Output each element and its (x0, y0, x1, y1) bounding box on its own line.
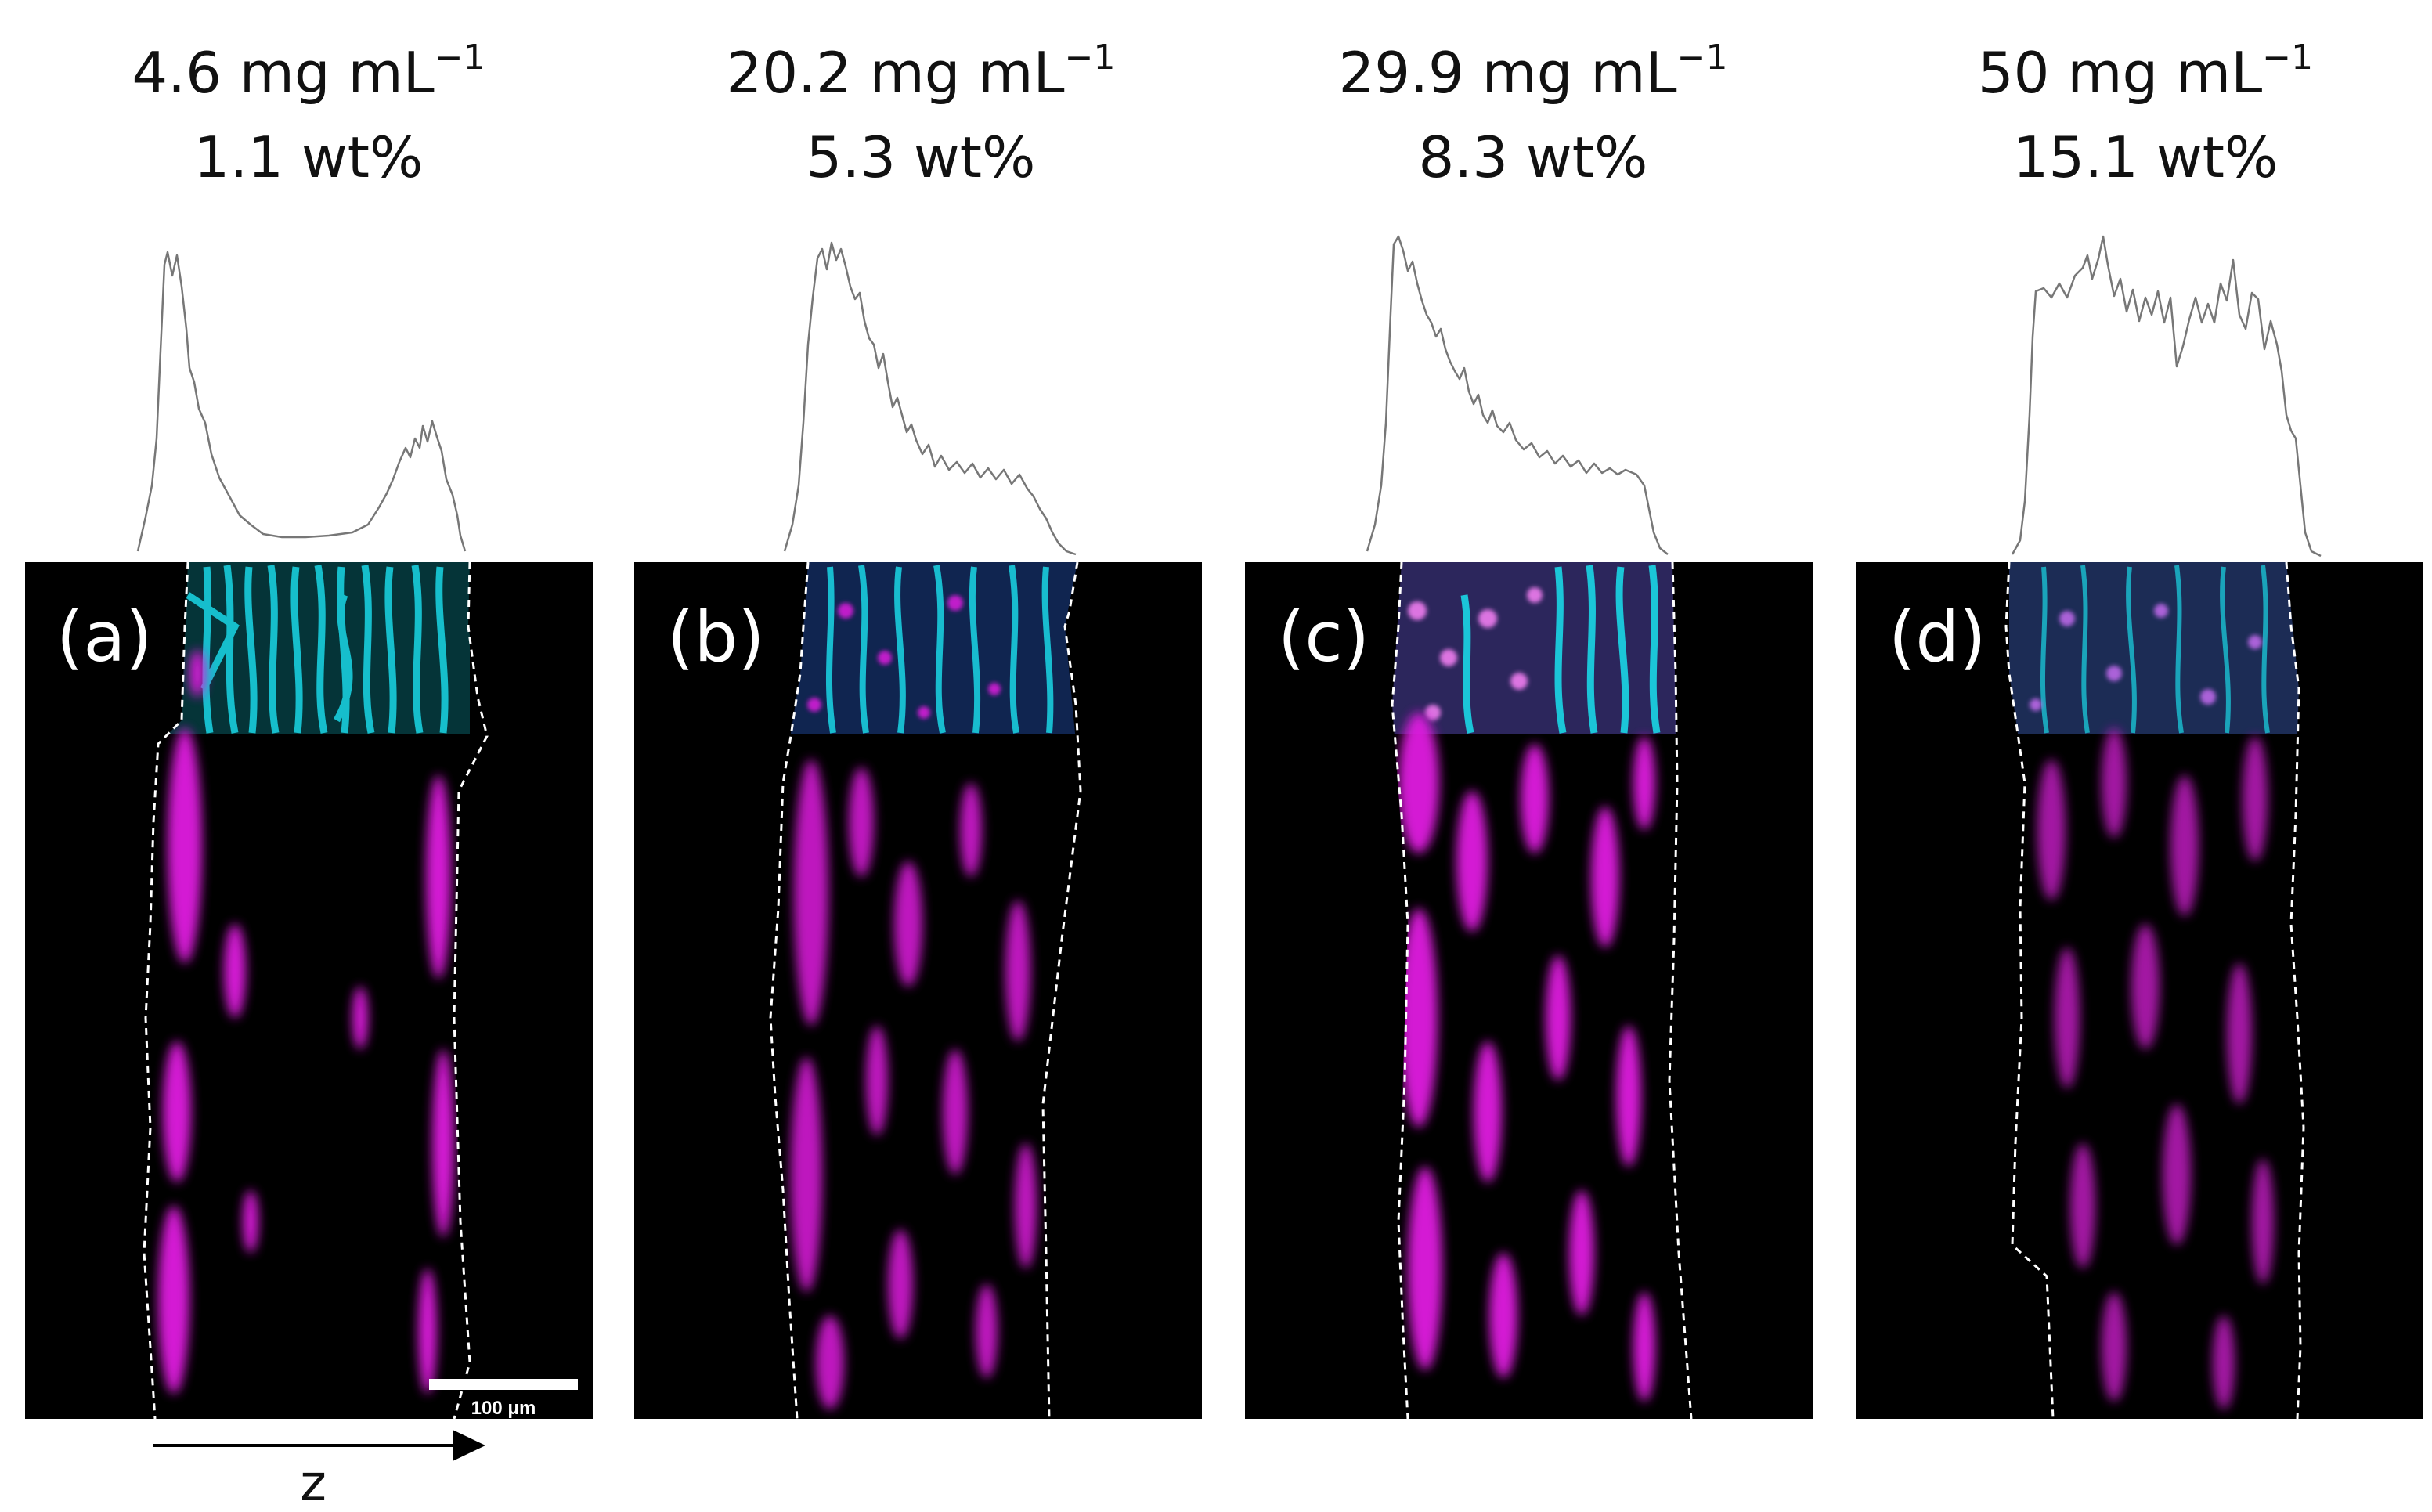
panel-b-fibers (825, 565, 1054, 734)
panel-a-sample-outline (143, 561, 489, 1420)
panel-c-label: (c) (1278, 597, 1369, 677)
svg-text:50 mg mL−1: 50 mg mL−1 (1978, 38, 2313, 106)
z-axis-label: z (300, 1455, 327, 1512)
panel-c-header: 29.9 mg mL−1 8.3 wt% (1338, 38, 1727, 190)
panel-b-label: (b) (667, 597, 765, 677)
panel-d-fibers (2040, 565, 2270, 734)
panel-d-weight-fraction: 15.1 wt% (2013, 124, 2279, 190)
panel-c-intensity-profile (1366, 235, 1669, 555)
panel-c-weight-fraction: 8.3 wt% (1419, 124, 1648, 190)
svg-text:20.2 mg mL−1: 20.2 mg mL−1 (726, 38, 1115, 106)
panel-d-sample-outline (2004, 561, 2305, 1420)
panel-b-micrograph: (b) (634, 561, 1202, 1420)
panel-c-fibers (1460, 565, 1661, 734)
panel-b-concentration-unit-exponent: −1 (1065, 38, 1116, 78)
panel-d-header: 50 mg mL−1 15.1 wt% (1978, 38, 2313, 190)
panel-a-micrograph: (a) 100 μm (25, 561, 593, 1420)
panel-c-concentration: 29.9 mg mL (1338, 40, 1676, 106)
panel-a-concentration-unit-exponent: −1 (435, 38, 485, 78)
panel-b-concentration: 20.2 mg mL (726, 40, 1064, 106)
scale-bar-label: 100 μm (471, 1398, 536, 1419)
panel-a-fibers (186, 565, 449, 734)
panel-b-sample-outline (769, 561, 1082, 1420)
panel-a-label: (a) (56, 597, 153, 677)
scale-bar (429, 1379, 578, 1390)
panel-d-micrograph: (d) (1856, 561, 2423, 1420)
panel-d-intensity-profile (2011, 235, 2322, 558)
svg-text:29.9 mg mL−1: 29.9 mg mL−1 (1338, 38, 1727, 106)
panel-d-concentration: 50 mg mL (1978, 40, 2262, 106)
z-axis-arrowhead (453, 1430, 485, 1461)
panel-a-concentration: 4.6 mg mL (132, 40, 434, 106)
panel-d-label: (d) (1889, 597, 1986, 677)
panel-a-weight-fraction: 1.1 wt% (194, 124, 424, 190)
panel-d-concentration-unit-exponent: −1 (2262, 38, 2313, 78)
z-axis: z (153, 1430, 485, 1512)
panel-a-intensity-profile (136, 251, 467, 552)
svg-text:4.6 mg mL−1: 4.6 mg mL−1 (132, 38, 485, 106)
panel-a-header: 4.6 mg mL−1 1.1 wt% (132, 38, 485, 190)
panel-b-weight-fraction: 5.3 wt% (806, 124, 1036, 190)
panel-c-micrograph: (c) (1245, 561, 1813, 1420)
panel-c-sample-outline (1391, 561, 1693, 1420)
panel-b-intensity-profile (783, 241, 1077, 556)
panel-c-concentration-unit-exponent: −1 (1677, 38, 1728, 78)
panel-b-header: 20.2 mg mL−1 5.3 wt% (726, 38, 1115, 190)
